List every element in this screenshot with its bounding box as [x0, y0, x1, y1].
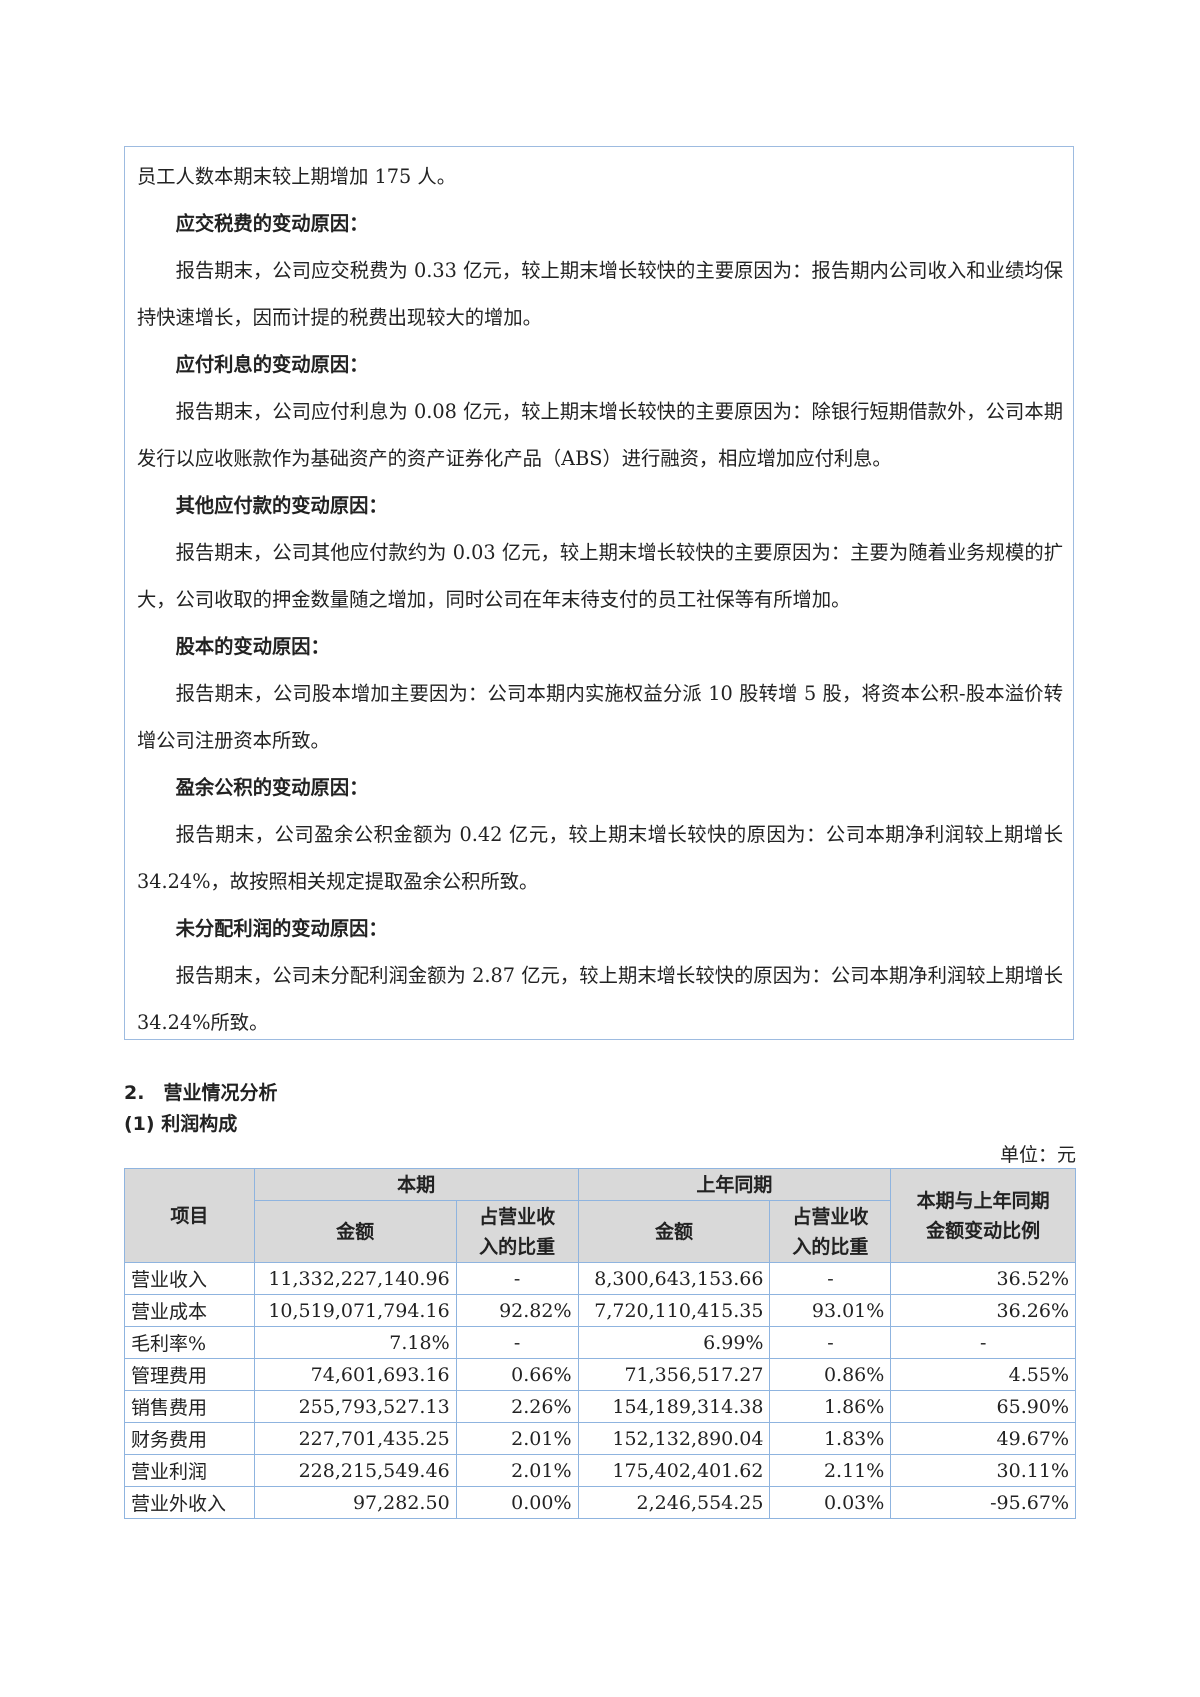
- table-cell: -: [890, 1326, 1076, 1359]
- table-row: 销售费用 255,793,527.13 2.26% 154,189,314.38 1.8…: [124, 1390, 1076, 1423]
- paragraph: 报告期末，公司应付利息为 0.08 亿元，较上期末增长较快的主要原因为：除银行短…: [137, 400, 1063, 470]
- paragraph-heading: 其他应付款的变动原因：: [175, 494, 388, 517]
- table-row: 营业外收入 97,282.50 0.00% 2,246,554.25 0.03% -95.…: [124, 1486, 1076, 1519]
- table-cell: -: [769, 1326, 892, 1359]
- table-cell: 财务费用: [124, 1422, 255, 1455]
- table-cell: 11,332,227,140.96: [253, 1262, 457, 1295]
- profit-table: 项目 本期 上年同期 本期与上年同期金额变动比例 金额 占营业收入的比重 金额 …: [124, 1168, 1076, 1519]
- header-prior-ratio: 占营业收入的比重: [769, 1200, 892, 1263]
- paragraph-heading: 未分配利润的变动原因：: [175, 917, 388, 940]
- table-row: 营业利润 228,215,549.46 2.01% 175,402,401.62 2.1…: [124, 1454, 1076, 1487]
- table-cell: 2.26%: [455, 1390, 579, 1423]
- table-cell: 1.86%: [769, 1390, 892, 1423]
- table-cell: 8,300,643,153.66: [577, 1262, 771, 1295]
- table-cell: 2,246,554.25: [577, 1486, 771, 1519]
- table-cell: 154,189,314.38: [577, 1390, 771, 1423]
- table-cell: 营业收入: [124, 1262, 255, 1295]
- table-cell: 0.00%: [455, 1486, 579, 1519]
- subsection-title: (1) 利润构成: [124, 1113, 238, 1135]
- paragraph-heading: 股本的变动原因：: [175, 635, 330, 658]
- table-row: 毛利率% 7.18% -6.99% - -: [124, 1326, 1076, 1359]
- paragraph: 报告期末，公司盈余公积金额为 0.42 亿元，较上期末增长较快的原因为：公司本期…: [137, 823, 1063, 893]
- table-row: 营业成本 10,519,071,794.16 92.82% 7,720,110,415…: [124, 1294, 1076, 1327]
- text-box: 员工人数本期末较上期增加 175 人。应交税费的变动原因： 报告期末，公司应交税费…: [124, 146, 1074, 1040]
- table-cell: 0.03%: [769, 1486, 892, 1519]
- header-prior-amount: 金额: [577, 1200, 771, 1263]
- table-cell: 0.86%: [769, 1358, 892, 1391]
- table-cell: 销售费用: [124, 1390, 255, 1423]
- unit-label: 单位：元: [999, 1144, 1076, 1166]
- table-cell: 30.11%: [890, 1454, 1076, 1487]
- table-cell: 175,402,401.62: [577, 1454, 771, 1487]
- table-cell: 2.01%: [455, 1454, 579, 1487]
- table-cell: 49.67%: [890, 1422, 1076, 1455]
- header-current-ratio: 占营业收入的比重: [455, 1200, 579, 1263]
- table-cell: 营业外收入: [124, 1486, 255, 1519]
- table-cell: -95.67%: [890, 1486, 1076, 1519]
- header-item: 项目: [124, 1168, 255, 1263]
- table-cell: 6.99%: [577, 1326, 771, 1359]
- table-cell: 营业成本: [124, 1294, 255, 1327]
- table-cell: -: [455, 1326, 579, 1359]
- header-current: 本期: [253, 1168, 579, 1201]
- table-cell: -: [455, 1262, 579, 1295]
- paragraph: 报告期末，公司未分配利润金额为 2.87 亿元，较上期末增长较快的原因为：公司本…: [137, 964, 1063, 1034]
- paragraph: 员工人数本期末较上期增加 175 人。: [137, 165, 456, 188]
- table-cell: 管理费用: [124, 1358, 255, 1391]
- table-cell: 7.18%: [253, 1326, 457, 1359]
- header-change: 本期与上年同期金额变动比例: [890, 1168, 1076, 1263]
- table-cell: 227,701,435.25: [253, 1422, 457, 1455]
- section-title: 2. 营业情况分析: [124, 1082, 278, 1104]
- table-cell: 10,519,071,794.16: [253, 1294, 457, 1327]
- table-cell: 毛利率%: [124, 1326, 255, 1359]
- table-cell: 71,356,517.27: [577, 1358, 771, 1391]
- table-cell: 65.90%: [890, 1390, 1076, 1423]
- table-cell: 74,601,693.16: [253, 1358, 457, 1391]
- table-cell: 36.26%: [890, 1294, 1076, 1327]
- table-cell: 93.01%: [769, 1294, 892, 1327]
- table-cell: 2.01%: [455, 1422, 579, 1455]
- paragraph-heading: 应付利息的变动原因：: [175, 353, 369, 376]
- table-cell: 36.52%: [890, 1262, 1076, 1295]
- header-prior: 上年同期: [577, 1168, 892, 1201]
- table-cell: 4.55%: [890, 1358, 1076, 1391]
- paragraph: 报告期末，公司其他应付款约为 0.03 亿元，较上期末增长较快的主要原因为：主要…: [137, 541, 1063, 611]
- table-cell: 97,282.50: [253, 1486, 457, 1519]
- table-cell: -: [769, 1262, 892, 1295]
- table-cell: 0.66%: [455, 1358, 579, 1391]
- table-cell: 152,132,890.04: [577, 1422, 771, 1455]
- paragraph-heading: 应交税费的变动原因：: [175, 212, 369, 235]
- table-row: 财务费用 227,701,435.25 2.01% 152,132,890.04 1.8…: [124, 1422, 1076, 1455]
- table-cell: 营业利润: [124, 1454, 255, 1487]
- table-cell: 255,793,527.13: [253, 1390, 457, 1423]
- table-cell: 1.83%: [769, 1422, 892, 1455]
- paragraph: 报告期末，公司股本增加主要因为：公司本期内实施权益分派 10 股转增 5 股，将…: [137, 682, 1063, 752]
- table-cell: 7,720,110,415.35: [577, 1294, 771, 1327]
- header-current-amount: 金额: [253, 1200, 457, 1263]
- table-row: 管理费用 74,601,693.16 0.66% 71,356,517.27 0.86%…: [124, 1358, 1076, 1391]
- table-row: 营业收入 11,332,227,140.96-8,300,643,153.66-3…: [124, 1262, 1076, 1295]
- table-cell: 92.82%: [455, 1294, 579, 1327]
- paragraph-heading: 盈余公积的变动原因：: [175, 776, 369, 799]
- paragraph: 报告期末，公司应交税费为 0.33 亿元，较上期末增长较快的主要原因为：报告期内…: [137, 259, 1063, 329]
- table-cell: 2.11%: [769, 1454, 892, 1487]
- table-cell: 228,215,549.46: [253, 1454, 457, 1487]
